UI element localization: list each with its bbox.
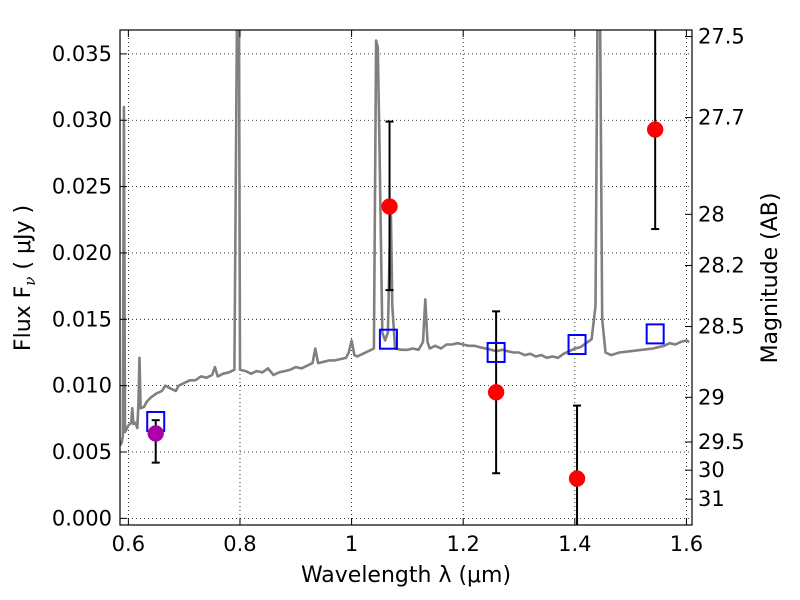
x-tick-label: 1.4: [558, 532, 591, 556]
model-band-square: [567, 334, 587, 356]
red-photometry-point: [646, 121, 664, 138]
model-band-square: [645, 323, 665, 345]
y2-axis-label: Magnitude (AB): [758, 193, 783, 364]
plot-frame: [119, 29, 693, 526]
x-tick-label: 1: [345, 532, 358, 556]
x-axis-label: Wavelength λ (μm): [301, 563, 511, 588]
red-photometry-point: [381, 198, 398, 215]
spectrum-layer: [120, 30, 690, 447]
x-tick-label: 0.8: [223, 532, 256, 556]
y2-tick-label: 28.2: [698, 253, 745, 277]
y2-tick-label: 27.7: [698, 106, 745, 130]
model-band-square: [378, 328, 398, 350]
y-tick-label: 0.035: [52, 42, 112, 66]
marker-layer: [146, 121, 665, 487]
purple-photometry-point: [147, 425, 164, 442]
y2-tick-label: 27.5: [698, 25, 745, 49]
y-axis-label-unit: ( μJy ): [11, 205, 36, 277]
red-photometry-point: [487, 384, 505, 401]
x-tick-label: 1.2: [446, 532, 479, 556]
spectrum-line: [120, 30, 690, 447]
y-tick-label: 0.030: [52, 108, 112, 132]
y-axis-label-main: Flux F: [11, 286, 36, 351]
y-axis-label: Flux Fν ( μJy ): [11, 205, 39, 351]
grid-lines: [120, 30, 692, 525]
y-tick-label: 0.005: [52, 440, 112, 464]
y2-tick-label: 30: [698, 458, 725, 482]
y2-tick-label: 31: [698, 487, 725, 511]
model-band-square: [486, 341, 506, 363]
y-tick-label: 0.010: [52, 374, 112, 398]
y2-tick-label: 28: [698, 202, 725, 226]
y2-tick-label: 28.5: [698, 315, 745, 339]
x-tick-label: 0.6: [112, 532, 145, 556]
y-tick-label: 0.000: [52, 506, 112, 530]
y2-tick-label: 29.5: [698, 430, 745, 454]
y-tick-label: 0.025: [52, 175, 112, 199]
y-tick-label: 0.020: [52, 241, 112, 265]
y-tick-label: 0.015: [52, 307, 112, 331]
y-axis-label-subscript: ν: [21, 277, 39, 286]
red-photometry-point: [568, 470, 586, 487]
y2-tick-label: 29: [698, 385, 725, 409]
axis-ticks: 0.6 0.8 1 1.2 1.4 1.6 0.000 0.005 0.010 0.015 0.02…: [52, 25, 745, 556]
x-tick-label: 1.6: [670, 532, 703, 556]
